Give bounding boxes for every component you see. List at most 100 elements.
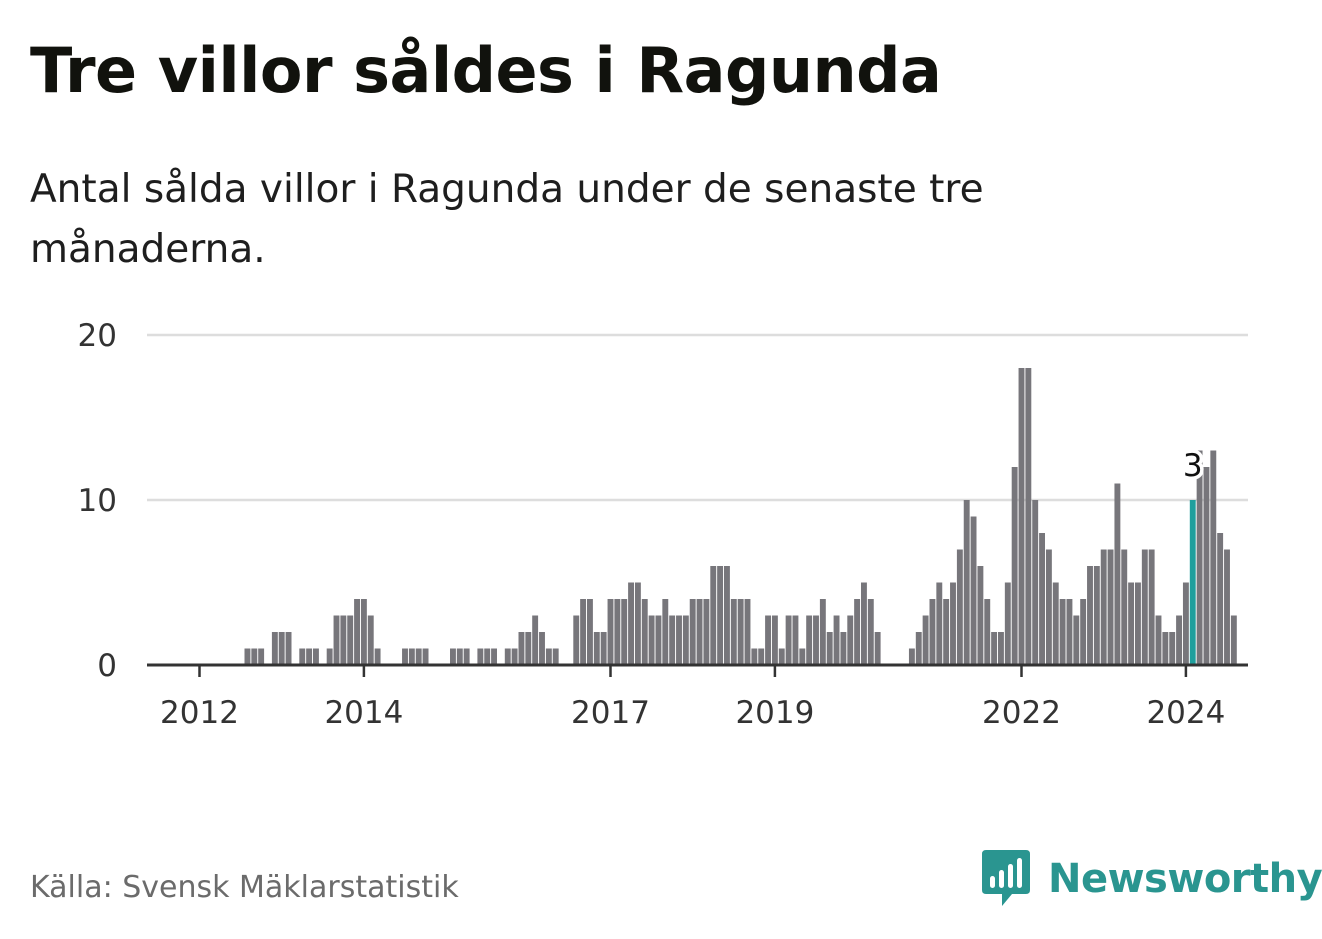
bar [532,615,539,665]
bar-chart: 0 10 20 2012 2014 2017 2019 2022 2024 3 [78,318,1248,731]
y-tick-label: 0 [97,648,117,684]
bar [587,599,593,665]
bar [1080,599,1087,665]
bar [244,648,251,665]
x-tick-label: 2024 [1146,695,1225,731]
brand-name: Newsworthy [1048,856,1322,902]
bar [340,615,347,665]
bar [813,615,819,665]
bar [367,615,374,665]
bar [600,632,607,665]
bar [1073,615,1080,665]
x-tick-label: 2017 [571,695,650,731]
bar [758,648,765,665]
bar [1155,615,1162,665]
bar [799,648,806,665]
bar [552,648,559,665]
bar [607,599,614,665]
bar [840,632,847,665]
bar [929,599,936,665]
bar [1128,582,1135,665]
bar [1135,582,1141,665]
bar [744,599,751,665]
bar [648,615,655,665]
bar [1018,368,1025,665]
bars [244,368,1237,665]
bar [1162,632,1169,665]
bar [504,648,511,665]
bar [408,648,415,665]
bar [1059,599,1066,665]
y-tick-label: 20 [78,318,117,354]
bar [511,648,518,665]
highlight-value-label: 3 [1183,448,1203,484]
bar [970,516,977,665]
y-tick-label: 10 [78,483,117,519]
bar [778,648,785,665]
bar [1196,450,1203,665]
gridlines [147,333,1248,502]
bar [306,648,313,665]
x-axis [147,663,1248,677]
bar [614,599,621,665]
bar [545,648,552,665]
bar [271,632,278,665]
bar [1182,582,1189,665]
x-tick-label: 2022 [982,695,1061,731]
bar [402,648,408,665]
bar [634,582,641,665]
bar [299,648,306,665]
bar [833,615,840,665]
bar [326,648,333,665]
bar [1141,549,1148,665]
bar [415,648,422,665]
chart-subtitle: Antal sålda villor i Ragunda under de se… [30,167,984,272]
bar [724,566,730,665]
bar [422,648,429,665]
bar [251,648,258,665]
bar [915,632,922,665]
bar [943,599,950,665]
bar [655,615,662,665]
bar-highlight [1189,500,1196,665]
bar [867,599,874,665]
bar [484,648,491,665]
newsworthy-logo[interactable]: Newsworthy [982,850,1322,908]
bar [1066,599,1073,665]
bar [518,632,525,665]
bar [539,632,545,665]
bar [628,582,634,665]
bar [1025,368,1032,665]
bar [689,599,696,665]
x-tick-label: 2014 [324,695,403,731]
bar [703,599,710,665]
bar [313,648,319,665]
bar [696,599,703,665]
bar [258,648,265,665]
newsworthy-chart-bubble-icon [982,850,1030,906]
bar [792,615,799,665]
bar [1100,549,1107,665]
bar [463,648,470,665]
bar [676,615,682,665]
x-tick-label: 2012 [160,695,239,731]
bar [908,648,915,665]
bar [278,632,285,665]
bar [785,615,792,665]
bar [333,615,340,665]
bar [1107,549,1114,665]
bar [826,632,833,665]
bar [593,632,600,665]
bar [374,648,381,665]
bar [956,549,963,665]
bar [360,599,367,665]
bar [861,582,867,665]
bar [984,599,991,665]
bar [1224,549,1230,665]
bar [819,599,826,665]
bar [771,615,778,665]
bar [806,615,813,665]
bar [641,599,648,665]
x-tick-label: 2019 [735,695,814,731]
bar [1004,582,1011,665]
